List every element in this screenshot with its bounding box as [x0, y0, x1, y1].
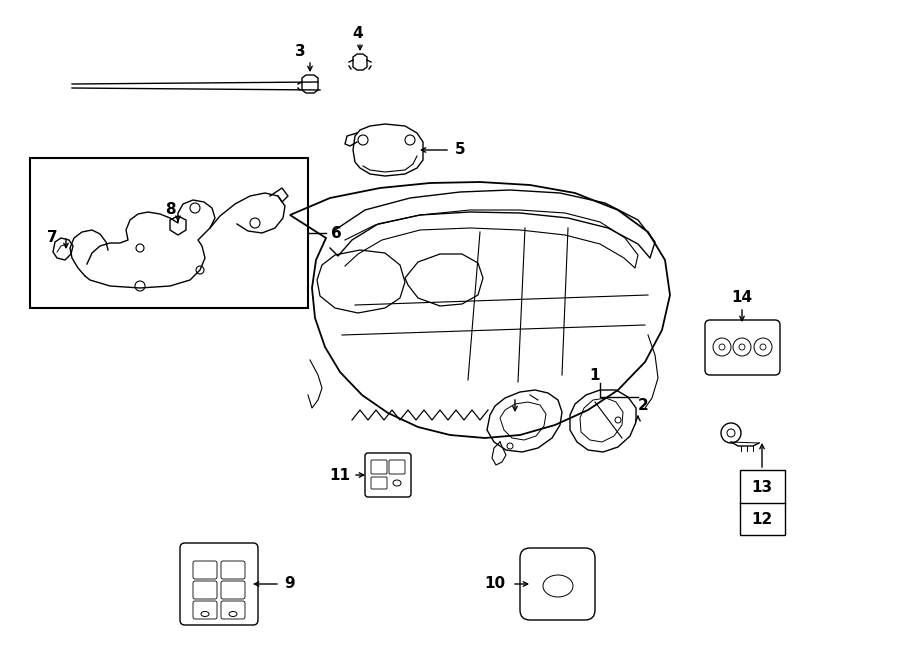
- Text: 10: 10: [484, 576, 506, 592]
- Text: 1: 1: [590, 368, 600, 383]
- Text: 2: 2: [637, 397, 648, 412]
- Text: 6: 6: [330, 225, 341, 241]
- Text: 13: 13: [752, 479, 772, 494]
- Text: 12: 12: [752, 512, 772, 527]
- Text: 8: 8: [165, 202, 176, 217]
- Text: 14: 14: [732, 290, 752, 305]
- Text: 9: 9: [284, 576, 295, 592]
- Text: 5: 5: [454, 143, 465, 157]
- Bar: [740, 470, 785, 535]
- Text: 4: 4: [353, 26, 364, 42]
- Text: 11: 11: [329, 467, 350, 483]
- Text: 7: 7: [47, 231, 58, 245]
- Text: 3: 3: [294, 44, 305, 59]
- Bar: [30, 158, 308, 308]
